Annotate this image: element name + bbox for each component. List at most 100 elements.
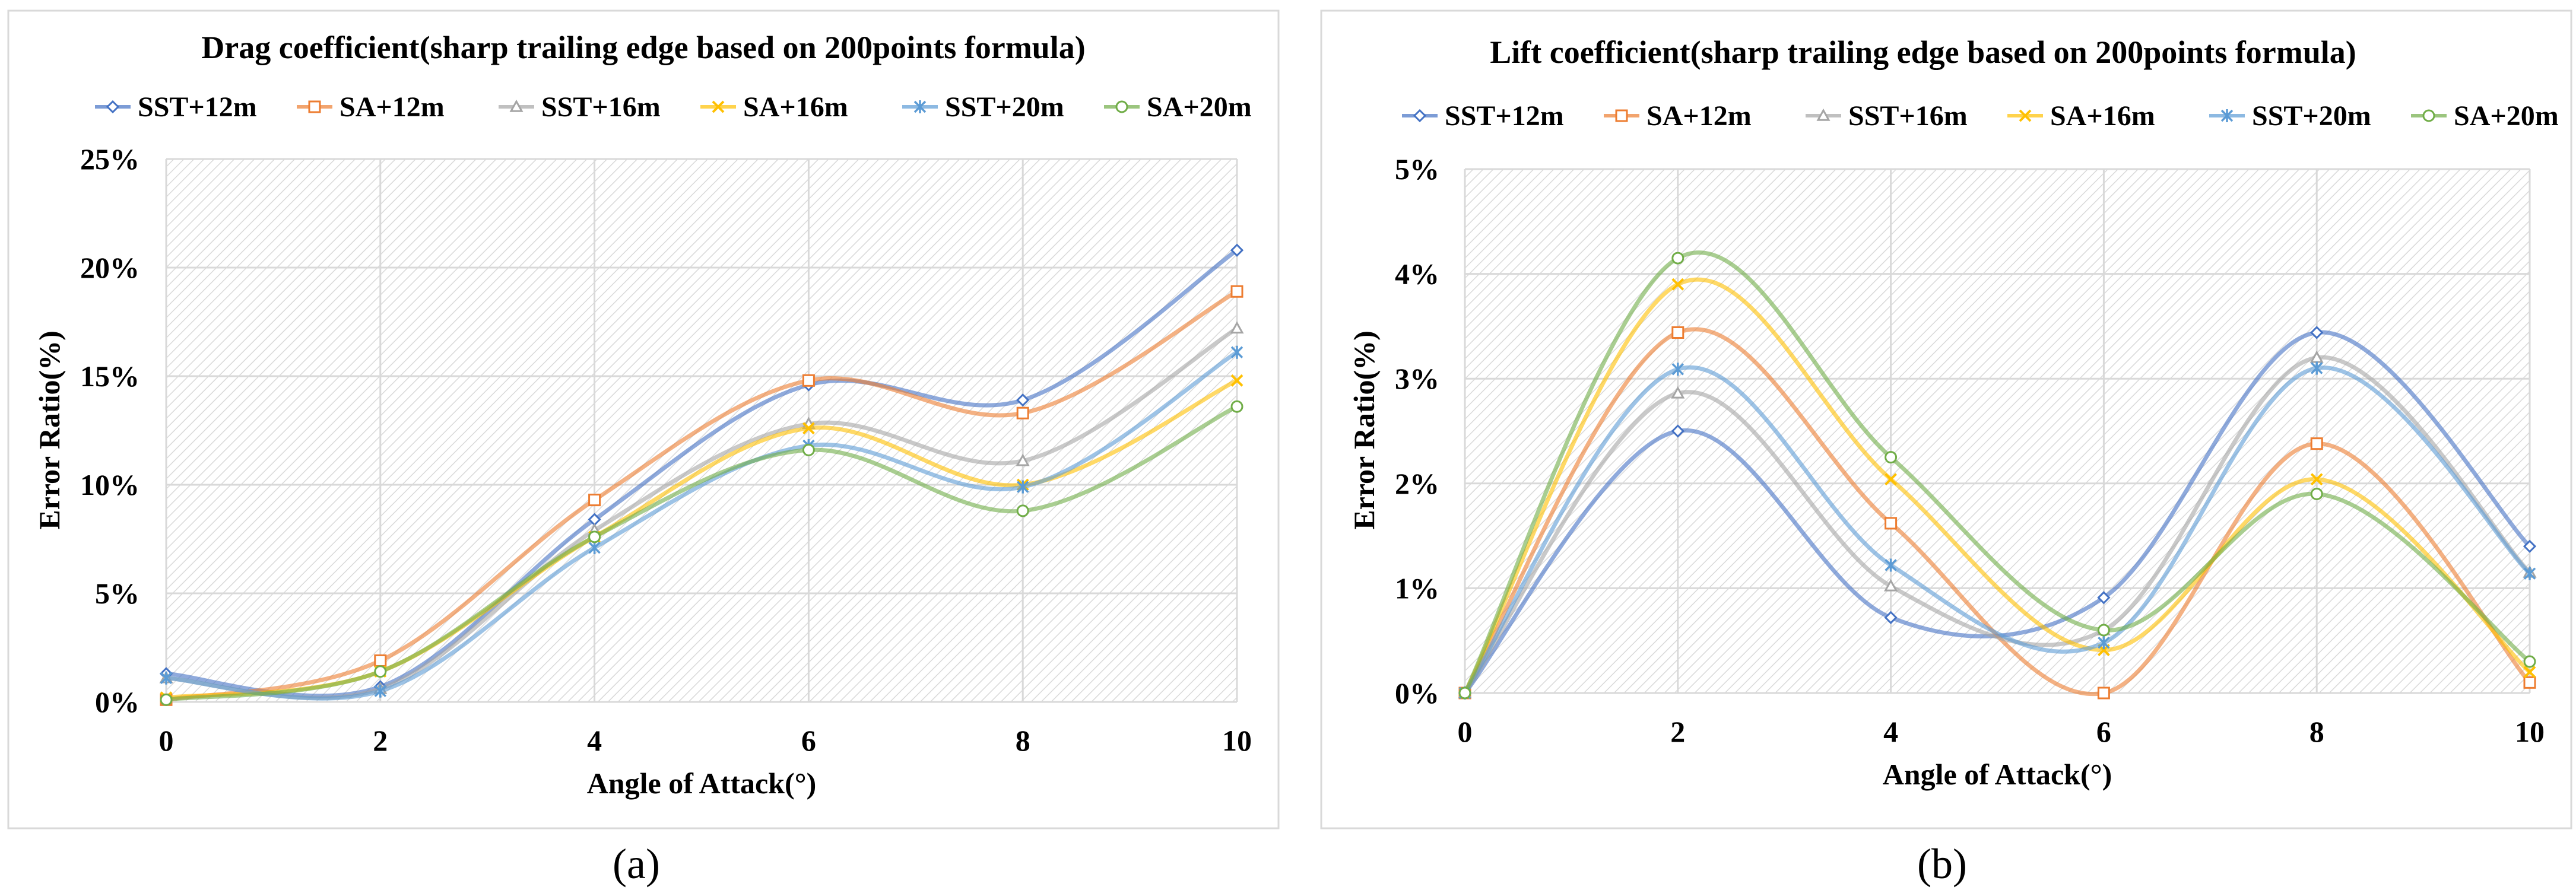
- legend-marker: [1115, 100, 1128, 113]
- legend-item-sa-12m: SA+12m: [297, 91, 445, 123]
- x-tick-label: 4: [587, 724, 602, 757]
- series-sa-16m: [1458, 277, 2536, 700]
- y-tick-label: 2%: [1395, 467, 1439, 500]
- x-tick-labels: 0 2 4 6 8 10: [1458, 715, 2545, 748]
- legend-label: SST+16m: [1848, 100, 1968, 132]
- data-point-sa-20m: [1016, 504, 1029, 517]
- x-tick-label: 8: [1016, 724, 1030, 757]
- data-point-sst-12m: [1016, 393, 1030, 407]
- y-tick-labels: 0% 5% 10% 15% 20% 25%: [80, 142, 139, 719]
- y-tick-label: 0%: [1395, 676, 1439, 710]
- series-sst-20m: [1458, 361, 2536, 700]
- data-point-sst-20m: [2098, 636, 2110, 650]
- series-line-sa-12m: [1463, 327, 2532, 697]
- drag-coefficient-chart: Drag coefficient(sharp trailing edge bas…: [7, 9, 1280, 829]
- x-tick-label: 2: [373, 724, 388, 757]
- data-point-sa-12m: [2097, 686, 2110, 700]
- x-tick-label: 4: [1883, 715, 1898, 748]
- series-line-sa-20m: [164, 404, 1239, 702]
- data-point-sa-20m: [2097, 624, 2110, 637]
- data-point-sa-20m: [1458, 686, 1471, 700]
- data-point-sa-20m: [1885, 451, 1898, 464]
- data-point-sst-12m: [2310, 326, 2324, 339]
- data-point-sst-20m: [1016, 480, 1029, 494]
- lift-coefficient-chart: Lift coefficient(sharp trailing edge bas…: [1320, 9, 2572, 829]
- data-point-sst-20m: [160, 671, 173, 685]
- series-line-sst-20m: [164, 350, 1239, 701]
- series-sa-20m: [1458, 250, 2536, 700]
- legend-item-sst-16m: SST+16m: [1806, 100, 1968, 132]
- data-point-sa-16m: [1230, 374, 1243, 387]
- data-point-sa-20m: [1230, 400, 1243, 413]
- x-tick-label: 2: [1670, 715, 1685, 748]
- x-tick-label: 10: [2515, 715, 2545, 748]
- data-point-sst-12m: [2523, 539, 2537, 553]
- data-point-sst-16m: [1884, 578, 1898, 592]
- legend-label: SA+16m: [2050, 100, 2155, 132]
- data-point-sst-20m: [1230, 345, 1243, 359]
- legend-item-sst-12m: SST+12m: [1402, 100, 1564, 132]
- data-point-sa-20m: [160, 693, 173, 706]
- legend-label: SA+20m: [1147, 91, 1252, 123]
- legend-label: SA+12m: [1647, 100, 1752, 132]
- legend-label: SA+20m: [2454, 100, 2559, 132]
- chart-title: Lift coefficient(sharp trailing edge bas…: [1490, 34, 2356, 70]
- legend-marker: [509, 99, 524, 112]
- data-point-sst-20m: [2523, 567, 2536, 580]
- legend-marker: [2422, 109, 2435, 122]
- data-point-sst-20m: [1885, 558, 1897, 572]
- data-point-sa-12m: [1885, 517, 1898, 530]
- y-tick-label: 10%: [80, 468, 139, 501]
- data-point-sa-12m: [1671, 326, 1684, 339]
- y-tick-label: 1%: [1395, 571, 1439, 605]
- legend-marker: [913, 100, 927, 113]
- data-point-sa-16m: [802, 422, 815, 435]
- legend-label: SA+16m: [743, 91, 848, 123]
- y-tick-label: 3%: [1395, 362, 1439, 395]
- data-point-sa-20m: [2523, 655, 2536, 668]
- data-point-sa-20m: [802, 443, 815, 456]
- series-line-sa-20m: [1463, 250, 2532, 695]
- data-point-sa-12m: [2523, 676, 2536, 689]
- legend-item-sa-20m: SA+20m: [1104, 91, 1252, 123]
- legend-label: SST+20m: [945, 91, 1064, 123]
- legend-item-sst-20m: SST+20m: [902, 91, 1064, 123]
- data-point-sa-12m: [1016, 406, 1029, 419]
- x-axis-title: Angle of Attack(°): [1883, 758, 2112, 791]
- legend-label: SST+12m: [138, 91, 257, 123]
- data-point-sa-16m: [2523, 666, 2536, 679]
- series-lines: [159, 243, 1244, 706]
- panel-label-a: (a): [613, 840, 660, 888]
- series-line-sa-16m: [1463, 277, 2532, 695]
- x-tick-label: 6: [2096, 715, 2111, 748]
- chart-legend: SST+12m SA+12m SST+16m SA+16m SST+20m SA+20m: [1402, 100, 2559, 132]
- data-point-sst-20m: [2310, 361, 2323, 375]
- data-point-sa-12m: [2310, 437, 2323, 450]
- legend-item-sa-16m: SA+16m: [700, 91, 848, 123]
- chart-legend: SST+12m SA+12m SST+16m SA+16m SST+20m SA+20m: [95, 91, 1252, 123]
- legend-marker: [2220, 109, 2234, 122]
- x-axis-title: Angle of Attack(°): [587, 767, 817, 800]
- legend-marker: [308, 100, 321, 113]
- legend-item-sa-12m: SA+12m: [1604, 100, 1752, 132]
- data-point-sst-20m: [588, 541, 601, 555]
- legend-marker: [106, 100, 120, 114]
- y-tick-label: 4%: [1395, 258, 1439, 291]
- y-tick-label: 15%: [80, 360, 139, 393]
- data-point-sa-16m: [1671, 278, 1684, 291]
- legend-label: SST+12m: [1445, 100, 1564, 132]
- chart-title: Drag coefficient(sharp trailing edge bas…: [201, 30, 1085, 65]
- x-tick-label: 0: [1458, 715, 1473, 748]
- y-tick-label: 5%: [1395, 152, 1439, 186]
- legend-label: SST+16m: [541, 91, 661, 123]
- data-point-sa-12m: [588, 494, 601, 507]
- x-tick-label: 6: [801, 724, 816, 757]
- data-point-sa-16m: [1885, 473, 1898, 486]
- panel-label-b: (b): [1917, 840, 1967, 888]
- data-point-sa-20m: [374, 665, 387, 678]
- data-point-sst-16m: [1230, 321, 1244, 334]
- legend-marker: [712, 100, 725, 113]
- data-point-sst-12m: [1884, 611, 1898, 624]
- legend-item-sst-16m: SST+16m: [499, 91, 661, 123]
- legend-marker: [1615, 109, 1628, 122]
